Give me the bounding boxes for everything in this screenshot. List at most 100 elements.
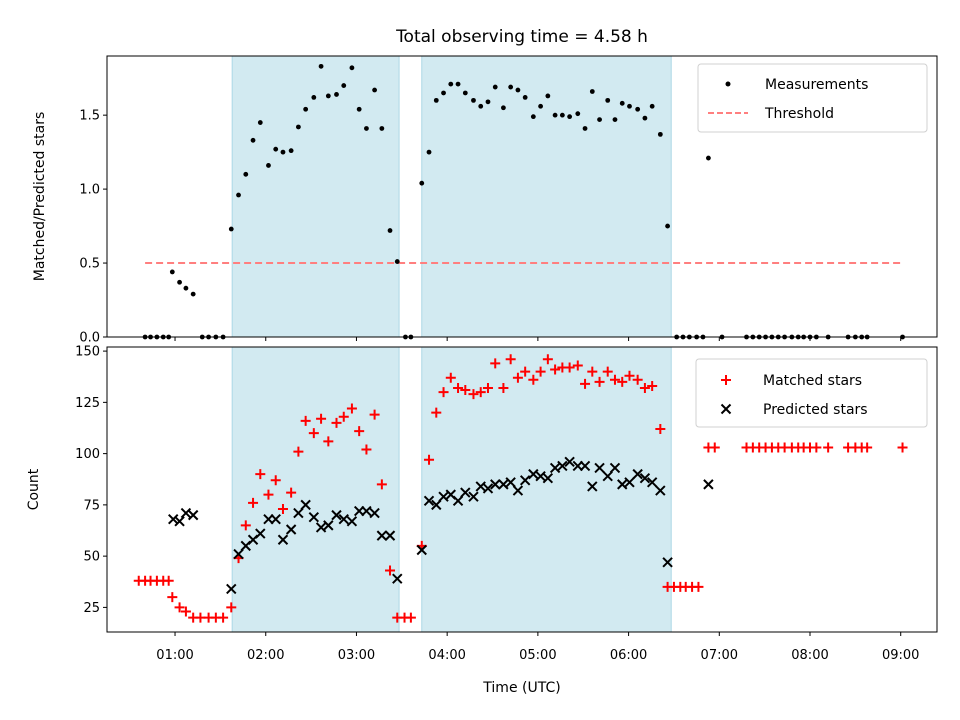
matched-star-point: [617, 376, 628, 387]
bottom-panel-frame: [106, 346, 938, 633]
matched-star-point: [163, 575, 174, 586]
matched-star-point: [346, 403, 357, 414]
measurement-point: [273, 146, 279, 152]
matched-star-point: [308, 428, 319, 439]
legend-label-measurements: Measurements: [765, 77, 868, 93]
measurement-points: [142, 63, 905, 340]
matched-star-point: [369, 409, 380, 420]
measurement-point: [471, 97, 476, 103]
measurement-point: [311, 95, 317, 100]
measurement-point: [394, 259, 400, 264]
measurement-point: [295, 124, 301, 130]
bottom-x-ticks: 01:00 02:00 03:00 04:00 05:00 06:00 07:00 08:00…: [156, 632, 919, 663]
measurement-point: [627, 103, 632, 109]
legend-marker-measurements: [725, 81, 731, 87]
measurement-point: [441, 90, 446, 96]
measurement-point: [665, 223, 670, 229]
bottom-legend: Matched stars Predicted stars: [695, 358, 928, 428]
matched-star-point: [693, 581, 704, 592]
matched-star-point: [520, 366, 531, 377]
predicted-star-point: [392, 573, 403, 584]
measurement-point: [288, 148, 294, 154]
predicted-star-point: [475, 481, 486, 492]
predicted-star-point: [632, 468, 643, 480]
matched-star-point: [248, 497, 259, 508]
predicted-star-point: [655, 485, 666, 496]
measurement-point: [280, 149, 286, 155]
matched-star-point: [639, 383, 650, 394]
measurement-point: [243, 171, 249, 177]
predicted-star-point: [482, 483, 494, 494]
measurement-point: [177, 279, 182, 285]
matched-star-point: [293, 446, 304, 457]
matched-star-point: [255, 469, 266, 480]
predicted-star-point: [233, 548, 244, 560]
observing-window: [232, 347, 400, 632]
predicted-star-point: [423, 495, 435, 506]
matched-star-point: [647, 380, 658, 391]
matched-star-point: [338, 411, 349, 422]
predicted-star-point: [331, 509, 342, 521]
measurement-point: [501, 105, 506, 111]
measurement-point: [455, 81, 461, 87]
measurement-point: [530, 114, 536, 120]
legend-predicted-symbol: [720, 403, 732, 415]
matched-star-point: [270, 475, 281, 486]
predicted-star-point: [512, 485, 524, 496]
measurement-point: [657, 131, 663, 137]
y-tick-label: 1.0: [79, 183, 100, 198]
legend-marker-predicted: [720, 403, 732, 415]
matched-star-point: [286, 487, 297, 498]
matched-star-point: [240, 520, 251, 531]
matched-star-point: [431, 407, 442, 418]
top-observing-windows: [231, 56, 672, 337]
measurement-point: [169, 269, 175, 275]
matched-star-point: [354, 426, 365, 437]
measurement-point: [426, 149, 432, 155]
measurement-point: [448, 81, 454, 87]
y-tick-label: 1.5: [79, 109, 100, 124]
measurement-point: [334, 92, 339, 97]
measurement-point: [318, 63, 324, 69]
observing-window: [232, 56, 400, 337]
top-legend: Measurements Threshold: [697, 63, 928, 133]
matched-star-point: [361, 444, 372, 455]
measurement-point: [508, 84, 514, 90]
predicted-star-point: [617, 479, 628, 490]
y-tick-label: 0.5: [79, 257, 100, 272]
measurement-point: [341, 83, 347, 88]
matched-star-point: [655, 424, 666, 435]
measurement-point: [433, 97, 439, 103]
measurement-point: [266, 163, 271, 168]
matched-star-point: [542, 354, 553, 365]
top-legend-box: [697, 63, 928, 133]
x-tick-label: 02:00: [247, 648, 284, 663]
measurement-point: [379, 126, 385, 131]
x-tick-label: 01:00: [156, 648, 193, 663]
measurement-point: [575, 111, 581, 117]
predicted-star-point: [587, 481, 598, 492]
predicted-star-point: [519, 475, 531, 486]
predicted-star-point: [369, 507, 380, 519]
predicted-star-point: [431, 499, 442, 511]
measurement-point: [257, 120, 263, 125]
matched-star-point: [300, 415, 311, 426]
predicted-star-point: [549, 462, 561, 474]
x-tick-label: 03:00: [338, 648, 375, 663]
predicted-star-point: [416, 544, 427, 556]
predicted-star-point: [542, 473, 554, 484]
measurement-point: [492, 84, 498, 90]
matched-star-point: [505, 354, 516, 365]
measurement-point: [515, 87, 521, 93]
matched-star-point: [602, 366, 613, 377]
matched-star-point: [498, 383, 509, 394]
matched-star-point: [438, 387, 449, 398]
matched-star-point: [316, 413, 327, 424]
matched-star-point: [490, 358, 501, 369]
matched-star-point: [528, 374, 539, 385]
x-tick-label: 05:00: [519, 648, 556, 663]
predicted-star-point: [609, 462, 621, 474]
predicted-star-point: [579, 460, 591, 472]
predicted-star-point: [639, 473, 651, 484]
predicted-star-point: [557, 460, 568, 472]
